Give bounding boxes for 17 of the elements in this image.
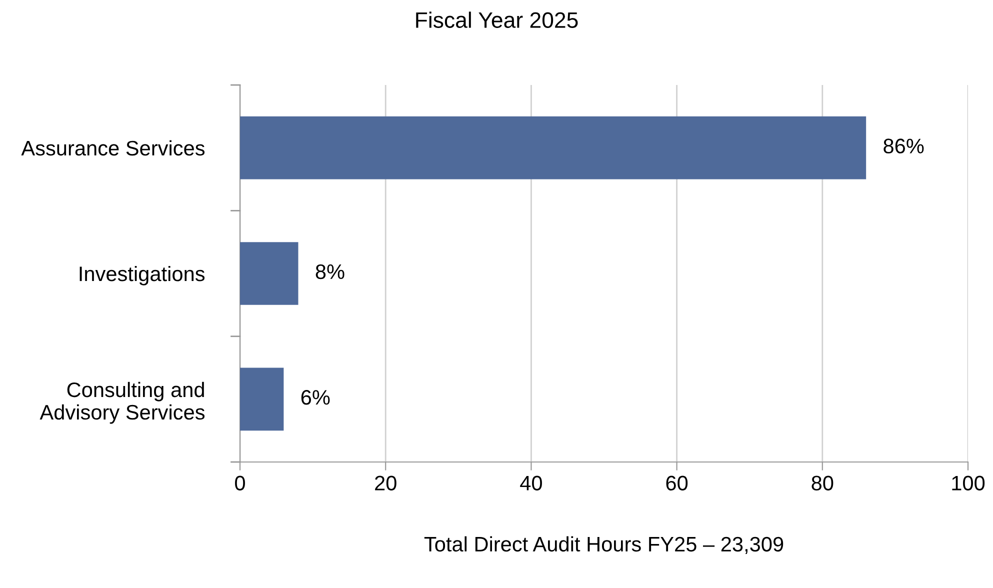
x-tick-label: 40 bbox=[520, 476, 542, 490]
x-tick-label: 100 bbox=[952, 476, 985, 490]
data-label: 6% bbox=[301, 390, 330, 405]
data-label: 86% bbox=[884, 138, 924, 154]
y-tick-label: Assurance Services bbox=[21, 140, 205, 156]
bar bbox=[240, 242, 298, 305]
data-label: 8% bbox=[316, 264, 344, 280]
bar bbox=[240, 368, 284, 431]
y-tick-label: Consulting and Advisory Services bbox=[40, 382, 205, 424]
chart-title: Fiscal Year 2025 bbox=[416, 12, 578, 28]
x-tick-label: 0 bbox=[235, 476, 245, 490]
x-axis-title: Total Direct Audit Hours FY25 – 23,309 bbox=[424, 536, 784, 554]
x-tick-label: 60 bbox=[666, 476, 688, 490]
y-tick-label: Investigations bbox=[80, 266, 205, 286]
bar bbox=[240, 116, 866, 180]
x-tick-label: 80 bbox=[812, 476, 834, 490]
x-tick-label: 20 bbox=[375, 476, 396, 490]
